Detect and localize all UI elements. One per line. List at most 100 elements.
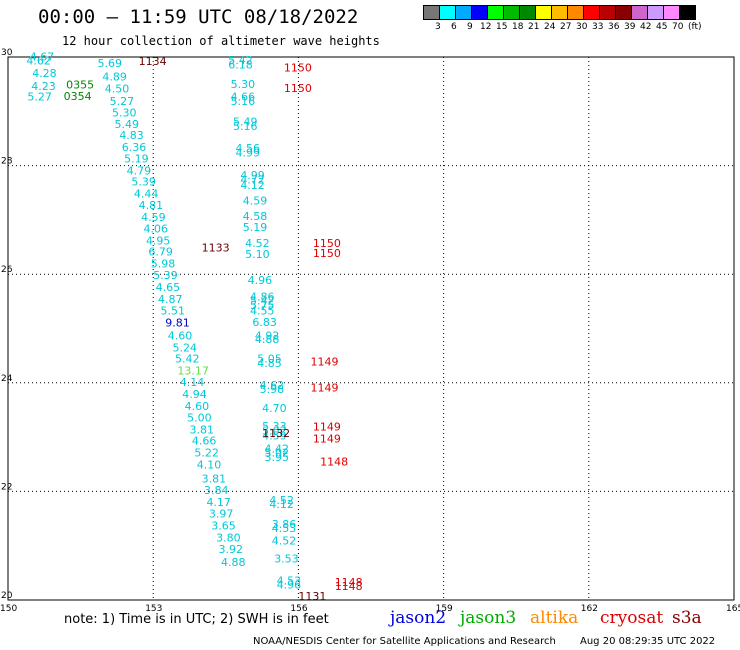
swh-value: 6.79 xyxy=(148,246,173,259)
swh-value: 4.66 xyxy=(231,90,256,103)
swh-value: 4.86 xyxy=(250,290,275,303)
color-scale-label: 21 xyxy=(528,22,540,32)
color-scale-label: 3 xyxy=(435,22,441,32)
swh-value: 4.67 xyxy=(30,50,54,63)
legend-item-jason2: jason2 xyxy=(390,608,447,628)
color-scale-label: 15 xyxy=(496,22,508,32)
swh-value: 4.59 xyxy=(262,429,287,442)
swh-value: 5.27 xyxy=(110,95,135,108)
swh-value: 3.86 xyxy=(272,518,297,531)
legend-item-cryosat: cryosat xyxy=(600,608,664,628)
lat-tick-label: 28 xyxy=(1,157,13,167)
lon-tick-label: 156 xyxy=(290,604,307,614)
lon-tick-label: 162 xyxy=(581,604,598,614)
page-subtitle: 12 hour collection of altimeter wave hei… xyxy=(62,34,380,48)
lon-tick-label: 150 xyxy=(0,604,17,614)
color-scale-label: 42 xyxy=(640,22,652,32)
lat-tick-label: 24 xyxy=(1,374,13,384)
swh-value: 5.27 xyxy=(27,90,52,103)
swh-value: 4.28 xyxy=(32,67,57,80)
swh-value: 4.12 xyxy=(269,498,294,511)
pass-time-label: 1150 xyxy=(313,247,341,260)
swh-value: 4.42 xyxy=(265,442,290,455)
pass-time-label: 1133 xyxy=(202,241,230,254)
pass-time-label: 1149 xyxy=(313,433,341,446)
color-scale-label: 24 xyxy=(544,22,556,32)
timestamp-text: Aug 20 08:29:35 UTC 2022 xyxy=(580,636,716,647)
pass-time-label: 1149 xyxy=(311,355,339,368)
swh-value: 3.65 xyxy=(211,519,236,532)
swh-value: 4.06 xyxy=(144,222,169,235)
swh-value: 4.50 xyxy=(105,82,130,95)
swh-value: 4.96 xyxy=(277,579,302,592)
legend-item-altika: altika xyxy=(530,608,579,628)
swh-value: 5.75 xyxy=(250,299,275,312)
color-scale-label: 30 xyxy=(576,22,588,32)
color-swatch xyxy=(679,5,696,20)
swh-value: 5.05 xyxy=(257,353,282,366)
lat-tick-label: 22 xyxy=(1,482,12,492)
pass-time-label: 1132 xyxy=(262,427,290,440)
swh-value: 5.22 xyxy=(194,447,219,460)
swh-value: 3.92 xyxy=(219,543,244,556)
color-scale-label: 6 xyxy=(451,22,457,32)
color-scale-label: 70 xyxy=(672,22,684,32)
pass-time-label: 1131 xyxy=(298,590,326,603)
swh-value: 4.53 xyxy=(272,522,297,535)
swh-value: 4.87 xyxy=(158,293,183,306)
swh-value: 6.18 xyxy=(228,58,253,71)
swh-value: 5.00 xyxy=(187,411,212,424)
swh-value: 4.89 xyxy=(102,70,127,83)
color-scale-label: 39 xyxy=(624,22,636,32)
swh-value: 5.42 xyxy=(250,295,275,308)
swh-value: 4.83 xyxy=(119,129,144,142)
swh-value: 5.10 xyxy=(245,248,270,261)
swh-value: 4.12 xyxy=(240,179,265,192)
swh-value: 4.95 xyxy=(146,234,171,247)
swh-value: 4.96 xyxy=(248,274,273,287)
swh-value: 3.53 xyxy=(274,553,299,566)
swh-value: 4.59 xyxy=(141,211,166,224)
color-scale-label: 18 xyxy=(512,22,524,32)
swh-value: 3.80 xyxy=(216,531,241,544)
lat-tick-label: 26 xyxy=(1,265,13,275)
swh-value: 3.84 xyxy=(204,484,229,497)
swh-value: 4.52 xyxy=(269,494,294,507)
units-note: note: 1) Time is in UTC; 2) SWH is in fe… xyxy=(64,612,329,627)
swh-value-blue: 9.81 xyxy=(165,316,190,329)
color-scale-label: (ft) xyxy=(688,22,702,32)
swh-value: 5.42 xyxy=(175,353,200,366)
swh-value: 4.53 xyxy=(277,574,302,587)
swh-value: 5.02 xyxy=(265,447,290,460)
swh-value-lime: 13.17 xyxy=(177,365,209,378)
color-scale-label: 45 xyxy=(656,22,668,32)
swh-value: 5.49 xyxy=(114,118,139,131)
lat-tick-label: 30 xyxy=(1,48,13,58)
pass-time-label: 1148 xyxy=(320,455,348,468)
credit-text: NOAA/NESDIS Center for Satellite Applica… xyxy=(253,636,556,647)
swh-value: 4.70 xyxy=(262,402,287,415)
pass-time-label: 1150 xyxy=(284,82,312,95)
swh-value: 4.99 xyxy=(235,146,259,159)
swh-value: 6.36 xyxy=(122,141,146,154)
swh-value: 5.19 xyxy=(243,221,267,234)
swh-value: 5.51 xyxy=(160,304,185,317)
swh-value: 4.81 xyxy=(139,199,164,212)
pass-time-label: 1148 xyxy=(335,576,363,589)
swh-value: 5.98 xyxy=(151,258,176,271)
lon-tick-label: 165 xyxy=(726,604,740,614)
swh-value: 3.97 xyxy=(209,507,234,520)
lon-tick-label: 159 xyxy=(436,604,453,614)
swh-value: 4.79 xyxy=(127,164,152,177)
page-title: 00:00 — 11:59 UTC 08/18/2022 xyxy=(38,6,359,28)
legend-item-jason3: jason3 xyxy=(460,608,517,628)
pass-time-label: 1150 xyxy=(284,62,312,75)
color-scale-label: 36 xyxy=(608,22,620,32)
swh-value: 4.17 xyxy=(206,496,231,509)
lat-tick-label: 20 xyxy=(1,591,13,601)
lon-tick-label: 153 xyxy=(145,604,162,614)
swh-value: 5.49 xyxy=(233,115,258,128)
swh-value: 4.66 xyxy=(192,435,217,448)
